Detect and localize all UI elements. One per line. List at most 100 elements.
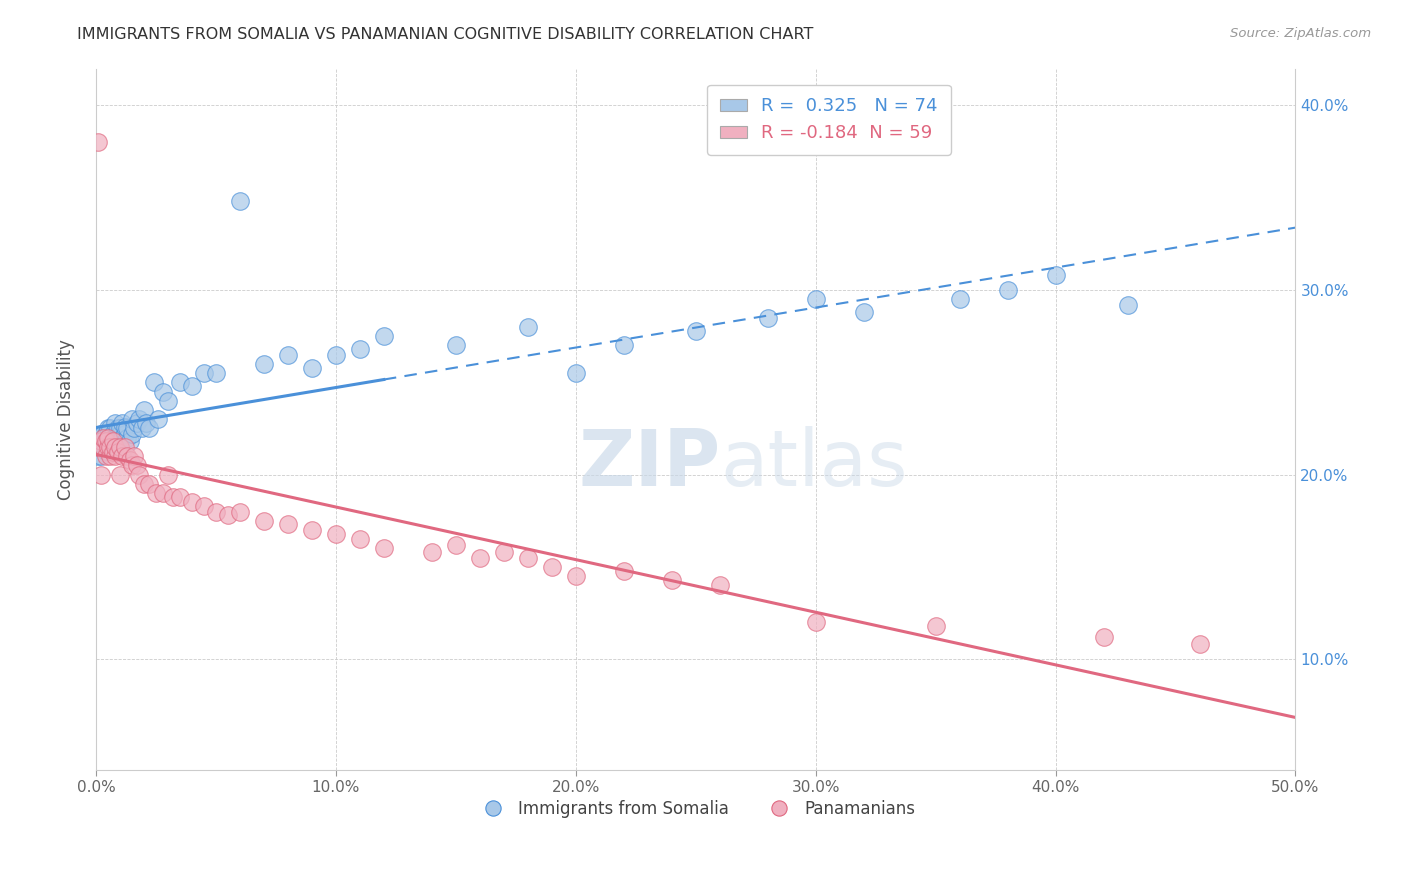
Point: [100, 431, 122, 445]
Point: [132, 403, 155, 417]
Point: [107, 431, 129, 445]
Point: [420, 545, 443, 559]
Point: [94, 449, 117, 463]
Point: [349, 342, 371, 356]
Point: [162, 490, 184, 504]
Point: [277, 517, 299, 532]
Point: [492, 545, 515, 559]
Point: [90, 427, 112, 442]
Point: [152, 384, 174, 399]
Legend: Immigrants from Somalia, Panamanians: Immigrants from Somalia, Panamanians: [470, 794, 922, 825]
Point: [91, 434, 114, 449]
Text: Source: ZipAtlas.com: Source: ZipAtlas.com: [1230, 27, 1371, 40]
Point: [277, 348, 299, 362]
Point: [100, 421, 122, 435]
Point: [114, 419, 136, 434]
Point: [111, 449, 134, 463]
Text: IMMIGRANTS FROM SOMALIA VS PANAMANIAN COGNITIVE DISABILITY CORRELATION CHART: IMMIGRANTS FROM SOMALIA VS PANAMANIAN CO…: [77, 27, 814, 42]
Point: [852, 305, 875, 319]
Point: [181, 379, 204, 393]
Point: [118, 434, 141, 449]
Point: [301, 360, 323, 375]
Point: [709, 578, 731, 592]
Point: [685, 324, 707, 338]
Point: [115, 449, 138, 463]
Point: [349, 533, 371, 547]
Point: [100, 440, 122, 454]
Point: [94, 443, 117, 458]
Point: [138, 421, 160, 435]
Point: [97, 440, 120, 454]
Point: [115, 421, 138, 435]
Point: [97, 431, 120, 445]
Point: [804, 615, 827, 630]
Point: [229, 504, 252, 518]
Text: ZIP: ZIP: [578, 426, 720, 502]
Point: [301, 523, 323, 537]
Point: [91, 440, 114, 454]
Point: [148, 412, 170, 426]
Point: [169, 376, 191, 390]
Point: [115, 431, 138, 445]
Point: [87, 136, 110, 150]
Point: [516, 550, 538, 565]
Point: [949, 293, 972, 307]
Point: [661, 573, 683, 587]
Point: [100, 440, 122, 454]
Point: [121, 412, 143, 426]
Point: [229, 194, 252, 209]
Point: [104, 416, 127, 430]
Point: [87, 440, 110, 454]
Point: [924, 619, 946, 633]
Point: [613, 338, 636, 352]
Point: [325, 526, 347, 541]
Point: [193, 499, 215, 513]
Point: [90, 434, 112, 449]
Text: atlas: atlas: [720, 426, 908, 502]
Point: [101, 434, 124, 449]
Point: [111, 431, 134, 445]
Point: [253, 357, 276, 371]
Point: [108, 434, 131, 449]
Point: [101, 427, 124, 442]
Point: [193, 366, 215, 380]
Point: [118, 453, 141, 467]
Point: [138, 476, 160, 491]
Point: [128, 467, 150, 482]
Point: [104, 440, 127, 454]
Point: [124, 449, 146, 463]
Point: [107, 445, 129, 459]
Point: [97, 434, 120, 449]
Point: [104, 434, 127, 449]
Point: [156, 467, 179, 482]
Point: [468, 550, 491, 565]
Point: [152, 486, 174, 500]
Point: [97, 421, 120, 435]
Point: [128, 412, 150, 426]
Point: [1116, 298, 1139, 312]
Point: [132, 476, 155, 491]
Point: [91, 431, 114, 445]
Point: [756, 310, 779, 325]
Point: [124, 421, 146, 435]
Point: [101, 434, 124, 449]
Point: [91, 440, 114, 454]
Point: [205, 366, 228, 380]
Point: [94, 434, 117, 449]
Point: [114, 440, 136, 454]
Point: [325, 348, 347, 362]
Point: [135, 416, 157, 430]
Point: [101, 431, 124, 445]
Point: [444, 538, 467, 552]
Point: [373, 329, 395, 343]
Point: [107, 421, 129, 435]
Point: [108, 467, 131, 482]
Point: [217, 508, 239, 523]
Point: [87, 449, 110, 463]
Point: [101, 445, 124, 459]
Point: [565, 366, 588, 380]
Point: [94, 427, 117, 442]
Point: [131, 421, 153, 435]
Point: [444, 338, 467, 352]
Point: [121, 427, 143, 442]
